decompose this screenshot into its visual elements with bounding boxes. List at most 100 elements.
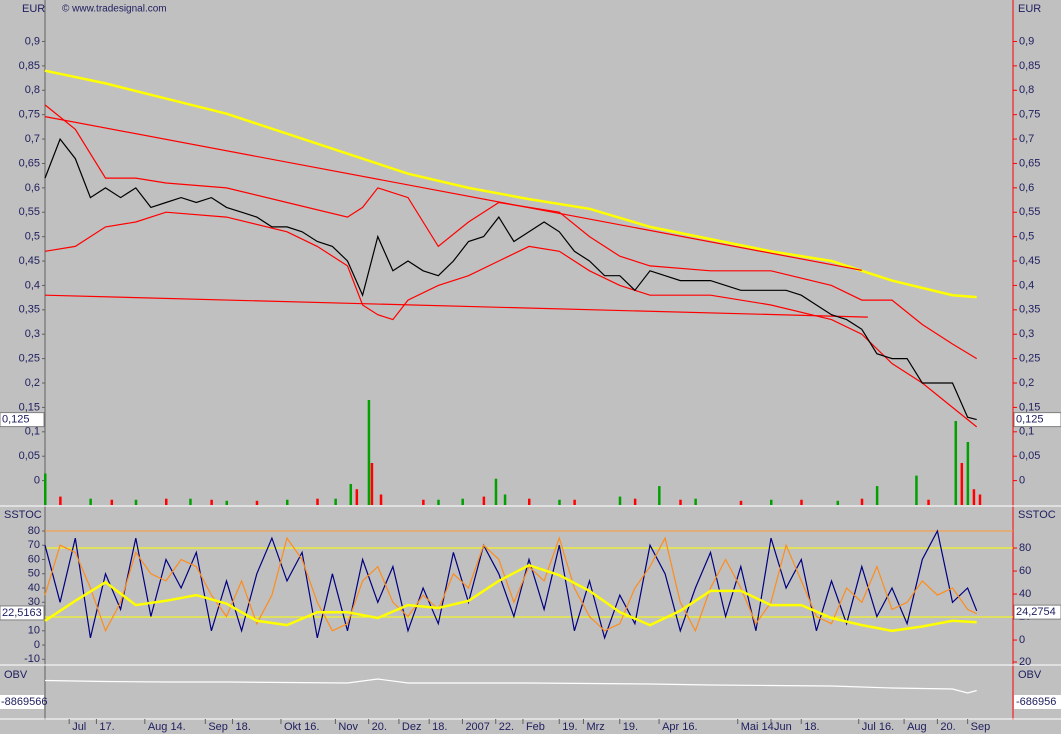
volume-bar: [573, 499, 576, 505]
y-tick-label: 0,15: [19, 401, 40, 413]
volume-bar: [334, 498, 337, 505]
volume-bar: [618, 496, 622, 505]
x-tick-label: Aug: [907, 721, 927, 733]
last-value-box: [0, 605, 45, 621]
y-tick-label: 0,55: [19, 206, 40, 218]
x-tick-label: 19.: [562, 721, 577, 733]
y-tick-label: 0,35: [1019, 304, 1040, 316]
y-tick-label: 0,4: [1019, 279, 1034, 291]
volume-bar: [528, 498, 531, 505]
y-tick-label: 0: [34, 639, 40, 651]
y-tick-label: -10: [24, 653, 40, 665]
y-tick-label: 0,65: [1019, 157, 1040, 169]
y2-tick-label: 60: [1019, 565, 1031, 577]
y-tick-label: 0,05: [1019, 450, 1040, 462]
last-value-label: 24,2754: [1016, 606, 1056, 618]
y-tick-label: 10: [28, 625, 40, 637]
x-tick-label: 2007: [465, 721, 489, 733]
y-tick-label: 0,35: [19, 304, 40, 316]
y-tick-label: 0,5: [1019, 231, 1034, 243]
series-line: [44, 294, 868, 318]
volume-bar: [503, 494, 507, 505]
y-tick-label: 0: [34, 475, 40, 487]
y-tick-label: 0,7: [1019, 133, 1034, 145]
y2-tick-label: 20: [1019, 656, 1031, 668]
y-tick-label: 0,9: [1019, 35, 1034, 47]
last-value-box: [1013, 604, 1061, 620]
unit-label: EUR: [22, 3, 45, 15]
y-tick-label: 0,4: [25, 279, 40, 291]
x-tick-label: Apr 16.: [662, 721, 697, 733]
x-tick-label: 19.: [623, 721, 638, 733]
x-tick-label: 22.: [499, 721, 514, 733]
volume-bar: [437, 499, 440, 505]
x-tick-label: Aug 14.: [148, 721, 186, 733]
x-tick-label: 18.: [432, 721, 447, 733]
volume-bar: [927, 499, 930, 505]
y2-tick-label: 40: [1019, 588, 1031, 600]
volume-bar: [422, 499, 425, 505]
volume-bar: [165, 498, 168, 505]
volume-bar: [89, 498, 92, 505]
last-value-label: 0,125: [1016, 414, 1044, 426]
volume-bar: [367, 400, 371, 505]
volume-bar: [739, 500, 743, 505]
volume-bar: [349, 484, 353, 505]
y-tick-label: 70: [28, 539, 40, 551]
y-tick-label: 0: [1019, 475, 1025, 487]
y-tick-label: 0,6: [25, 182, 40, 194]
y-tick-label: 0,25: [1019, 353, 1040, 365]
copyright: © www.tradesignal.com: [62, 4, 167, 15]
volume-bar: [978, 494, 982, 505]
volume-bar: [770, 499, 773, 505]
y-tick-label: 0,9: [25, 35, 40, 47]
x-tick-label: 18.: [236, 721, 251, 733]
y2-tick-label: 80: [1019, 542, 1031, 554]
x-tick-label: Okt 16.: [284, 721, 319, 733]
volume-bar: [286, 499, 289, 505]
volume-bar: [972, 489, 976, 505]
y-tick-label: 0,45: [19, 255, 40, 267]
last-value-label: 0,125: [2, 414, 30, 426]
y-tick-label: 0,45: [1019, 255, 1040, 267]
volume-bar: [679, 499, 682, 505]
y-tick-label: 0,1: [25, 426, 40, 438]
volume-bar: [915, 475, 918, 505]
volume-bar: [694, 498, 697, 505]
x-tick-label: Jun: [774, 721, 792, 733]
y-tick-label: 0,75: [19, 109, 40, 121]
y-tick-label: 0,3: [25, 328, 40, 340]
y-tick-label: 0,8: [1019, 84, 1034, 96]
volume-bar: [558, 499, 561, 505]
y-tick-label: 0,85: [1019, 60, 1040, 72]
x-tick-label: Mrz: [586, 721, 604, 733]
last-value-box: [0, 412, 45, 428]
volume-bar: [379, 494, 383, 505]
x-tick-label: Sep: [208, 721, 228, 733]
y-tick-label: 80: [28, 525, 40, 537]
unit-label: EUR: [1018, 3, 1041, 15]
value-box: [0, 695, 44, 709]
volume-bar: [875, 486, 879, 505]
series-line: [44, 211, 978, 428]
series-line: [44, 536, 977, 633]
x-tick-label: Nov: [338, 721, 358, 733]
volume-bar: [658, 486, 661, 505]
y-tick-label: 0,2: [25, 377, 40, 389]
panel-title: OBV: [1018, 669, 1042, 681]
volume-bar: [370, 463, 374, 505]
panel-title: OBV: [4, 669, 28, 681]
series-line: [44, 116, 862, 271]
y-tick-label: 0,15: [1019, 401, 1040, 413]
y-tick-label: 50: [28, 568, 40, 580]
y-tick-label: 0,75: [1019, 109, 1040, 121]
y-tick-label: 0,65: [19, 157, 40, 169]
volume-bar: [210, 499, 213, 505]
y-tick-label: 40: [28, 582, 40, 594]
panel-title: SSTOC: [4, 509, 42, 521]
y-tick-label: 0,05: [19, 450, 40, 462]
volume-bar: [355, 489, 359, 505]
volume-bar: [134, 499, 138, 505]
